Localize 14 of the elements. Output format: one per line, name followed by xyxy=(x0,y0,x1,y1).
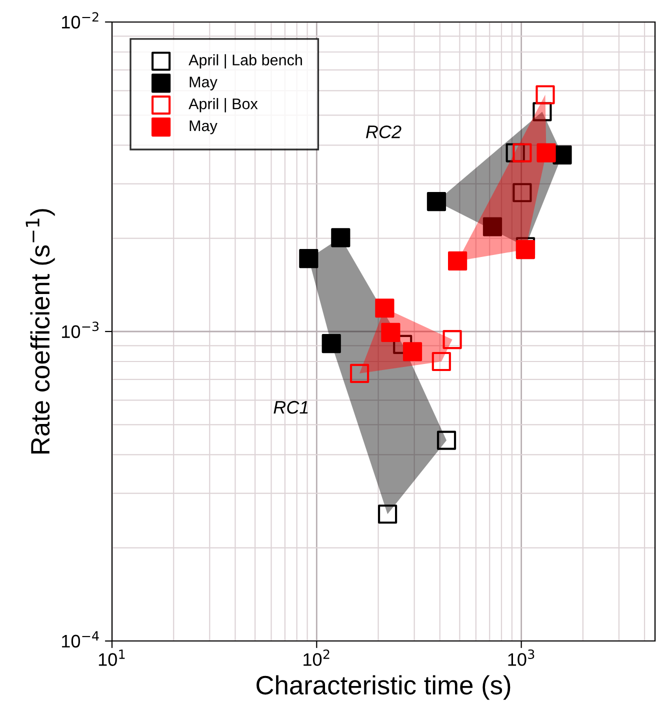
y-tick-label: 10$^{−3}$ xyxy=(62,322,99,338)
legend-label: April | Box xyxy=(188,98,258,112)
x-axis-title: Characteristic time (s) xyxy=(256,675,510,700)
x-tick-label: 10$^{3}$ xyxy=(508,649,534,666)
annotation: RC1 xyxy=(274,400,308,414)
y-tick-label: 10$^{−2}$ xyxy=(62,12,98,29)
y-tick-label: 10$^{−4}$ xyxy=(62,631,99,648)
legend-label: May xyxy=(190,120,218,134)
y-axis-title: Rate coefficient (s$^{−1}$) xyxy=(26,209,55,454)
x-tick-label: 10$^{2}$ xyxy=(304,649,330,666)
legend-label: April | Lab bench xyxy=(188,54,302,69)
x-tick-label: 10$^{1}$ xyxy=(98,650,125,666)
legend-label: May xyxy=(190,76,218,90)
annotation: RC2 xyxy=(366,125,402,138)
